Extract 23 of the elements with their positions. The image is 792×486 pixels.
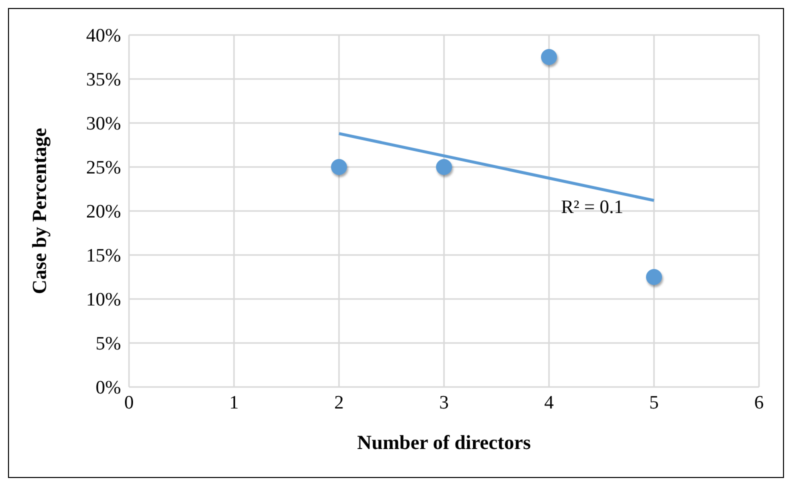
point — [436, 159, 452, 175]
x-tick-label: 3 — [439, 392, 449, 414]
x-tick-label: 6 — [754, 392, 764, 414]
y-tick-label: 25% — [86, 158, 122, 179]
annotation: R² = 0.1 — [561, 197, 624, 219]
y-tick-label: 30% — [86, 114, 122, 135]
point — [646, 269, 662, 285]
point — [331, 159, 347, 175]
x-tick-label: 1 — [229, 392, 239, 414]
x-axis-title: Number of directors — [357, 432, 532, 454]
x-tick-label: 4 — [544, 392, 554, 414]
y-tick-label: 15% — [86, 246, 122, 267]
x-tick-label: 2 — [334, 392, 344, 414]
x-tick-label: 5 — [649, 392, 659, 414]
y-axis-title: Case by Percentage — [29, 128, 52, 294]
y-tick-label: 5% — [96, 334, 122, 355]
y-tick-label: 40% — [86, 26, 122, 47]
y-tick-label: 0% — [96, 378, 122, 399]
x-tick-label: 0 — [124, 392, 134, 414]
y-tick-label: 10% — [86, 290, 122, 311]
y-tick-label: 20% — [86, 202, 122, 223]
y-tick-label: 35% — [86, 70, 122, 91]
point — [541, 49, 557, 65]
